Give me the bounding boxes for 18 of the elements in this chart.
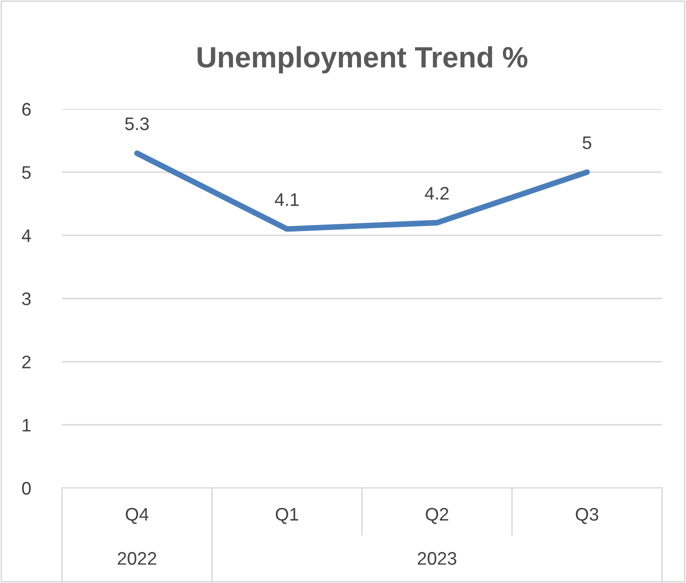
y-tick-label: 2 <box>22 356 31 368</box>
data-label: 4.1 <box>274 193 299 206</box>
x-tick-label: Q1 <box>276 508 298 524</box>
y-tick-label: 0 <box>22 482 31 495</box>
text: 2023 <box>418 552 456 565</box>
data-label: 4.2 <box>424 186 449 200</box>
x-tick-label: Q4 <box>126 508 149 524</box>
y-tick-label: 3 <box>22 292 31 306</box>
text: 2022 <box>118 552 156 565</box>
chart-title: Unemployment Trend % <box>198 46 528 74</box>
y-tick-label: 4 <box>22 229 31 242</box>
x-tick-label: Q2 <box>426 508 448 524</box>
y-tick-label: 5 <box>22 166 31 179</box>
y-tick-label: 1 <box>22 418 31 432</box>
data-label: 5.3 <box>125 117 149 130</box>
data-label: 5 <box>582 136 592 150</box>
x-tick-label: Q3 <box>576 508 598 524</box>
y-tick-label: 6 <box>22 102 31 116</box>
